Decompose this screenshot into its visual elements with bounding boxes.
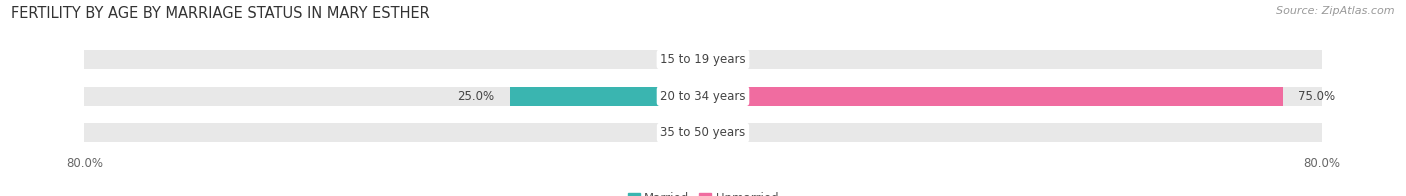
Bar <box>703 86 1282 106</box>
Text: 0.0%: 0.0% <box>718 126 748 139</box>
Text: 35 to 50 years: 35 to 50 years <box>661 126 745 139</box>
Text: 75.0%: 75.0% <box>1299 90 1336 103</box>
Bar <box>703 50 1322 69</box>
Text: Source: ZipAtlas.com: Source: ZipAtlas.com <box>1277 6 1395 16</box>
Text: 15 to 19 years: 15 to 19 years <box>661 53 745 66</box>
Bar <box>84 86 703 106</box>
Text: 0.0%: 0.0% <box>658 126 688 139</box>
Legend: Married, Unmarried: Married, Unmarried <box>623 187 783 196</box>
Text: 25.0%: 25.0% <box>457 90 495 103</box>
Text: 20 to 34 years: 20 to 34 years <box>661 90 745 103</box>
Text: 0.0%: 0.0% <box>718 53 748 66</box>
Bar <box>703 86 1322 106</box>
Bar <box>84 50 703 69</box>
Text: FERTILITY BY AGE BY MARRIAGE STATUS IN MARY ESTHER: FERTILITY BY AGE BY MARRIAGE STATUS IN M… <box>11 6 430 21</box>
Bar <box>84 123 703 142</box>
Bar <box>703 123 1322 142</box>
Bar <box>509 86 703 106</box>
Text: 0.0%: 0.0% <box>658 53 688 66</box>
